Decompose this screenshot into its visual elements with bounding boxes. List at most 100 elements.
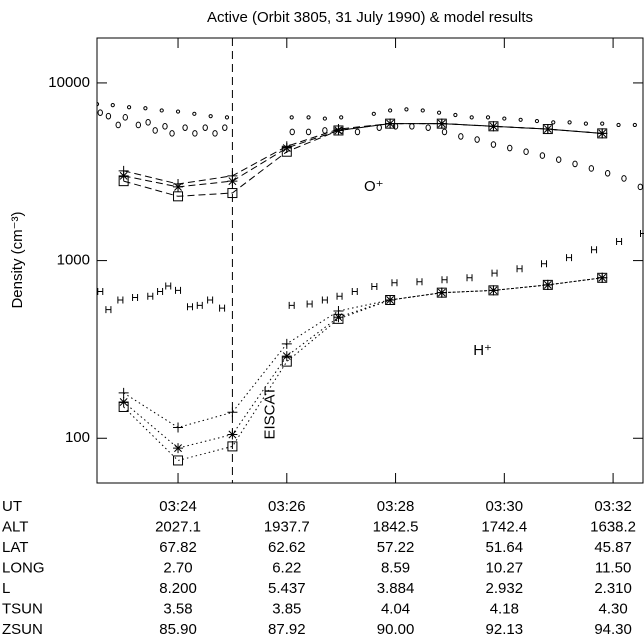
point (281, 356, 292, 367)
point (469, 115, 474, 120)
point (182, 124, 188, 131)
point (542, 124, 553, 135)
x-tick-label: 03:28 (377, 498, 415, 515)
x-tick-label: 03:32 (594, 498, 632, 515)
row-label: LAT (2, 539, 28, 556)
point (173, 443, 184, 454)
point (173, 455, 184, 466)
point (616, 238, 623, 246)
row-value: 62.62 (268, 539, 306, 556)
point (322, 116, 327, 121)
point (305, 128, 312, 136)
row-label: TSUN (2, 600, 43, 617)
row-value: 4.30 (598, 600, 627, 617)
point (597, 272, 608, 283)
point (339, 115, 344, 120)
point (333, 125, 344, 136)
row-value: 85.90 (159, 621, 197, 638)
point (391, 279, 398, 287)
point (122, 114, 128, 121)
row-value: 11.50 (595, 559, 631, 576)
point (118, 176, 129, 187)
point (551, 120, 556, 125)
point (474, 136, 480, 143)
point (196, 301, 203, 309)
point (420, 108, 425, 113)
y-tick-label: 10000 (48, 74, 90, 91)
point (135, 121, 142, 129)
point (542, 279, 553, 290)
row-value: 1842.5 (373, 518, 419, 535)
row-value: 4.04 (381, 600, 410, 617)
point (281, 338, 292, 349)
point (321, 296, 328, 304)
point (132, 293, 139, 301)
x-tick-label: 03:24 (159, 498, 197, 515)
plot-frame (96, 37, 644, 484)
row-value: 3.85 (272, 600, 301, 617)
row-value: 90.00 (377, 621, 415, 638)
point (212, 130, 218, 137)
y-axis-label: Density (cm⁻³) (9, 211, 26, 308)
point (281, 143, 292, 154)
row-value: 1742.4 (481, 518, 527, 535)
point (97, 287, 104, 295)
point (556, 156, 562, 163)
point (485, 115, 491, 120)
point (306, 300, 313, 308)
point (371, 282, 378, 290)
row-value: 5.437 (268, 580, 306, 597)
eiscat-label: EISCAT (261, 386, 278, 439)
point (222, 124, 228, 131)
annotation: H⁺ (473, 342, 492, 359)
row-value: 92.13 (486, 621, 524, 638)
point (507, 144, 513, 152)
point (523, 148, 529, 156)
point (416, 278, 423, 286)
point (354, 128, 361, 136)
point (597, 128, 608, 139)
point (118, 401, 129, 412)
point (441, 276, 448, 284)
point (289, 128, 295, 136)
row-value: 3.58 (163, 600, 192, 617)
row-value: 1937.7 (264, 518, 310, 535)
row-label: ZSUN (2, 621, 43, 638)
point (281, 146, 292, 157)
point (458, 133, 464, 140)
point (404, 107, 409, 112)
row-value: 1638.2 (590, 518, 636, 535)
row-value: 2027.1 (155, 518, 201, 535)
point (289, 115, 294, 120)
row-value: 67.82 (159, 539, 197, 556)
point (539, 152, 546, 159)
point (175, 109, 181, 114)
point (159, 108, 164, 113)
point (288, 301, 295, 309)
point (409, 122, 415, 130)
point (385, 295, 396, 306)
point (591, 246, 598, 254)
point (169, 130, 175, 137)
row-value: 51.64 (486, 539, 524, 556)
point (466, 274, 473, 282)
point (162, 122, 168, 130)
point (566, 254, 573, 262)
point (491, 269, 498, 277)
point (333, 312, 344, 323)
point (97, 109, 103, 116)
series-line (123, 123, 603, 185)
point (572, 160, 578, 168)
point (453, 112, 458, 118)
series-line (123, 123, 603, 188)
point (425, 124, 431, 131)
row-label: L (2, 580, 10, 597)
point (192, 111, 197, 116)
point (117, 296, 124, 304)
point (516, 265, 523, 273)
point (97, 102, 100, 107)
row-value: 2.70 (163, 559, 192, 576)
point (143, 106, 148, 111)
point (436, 287, 447, 298)
